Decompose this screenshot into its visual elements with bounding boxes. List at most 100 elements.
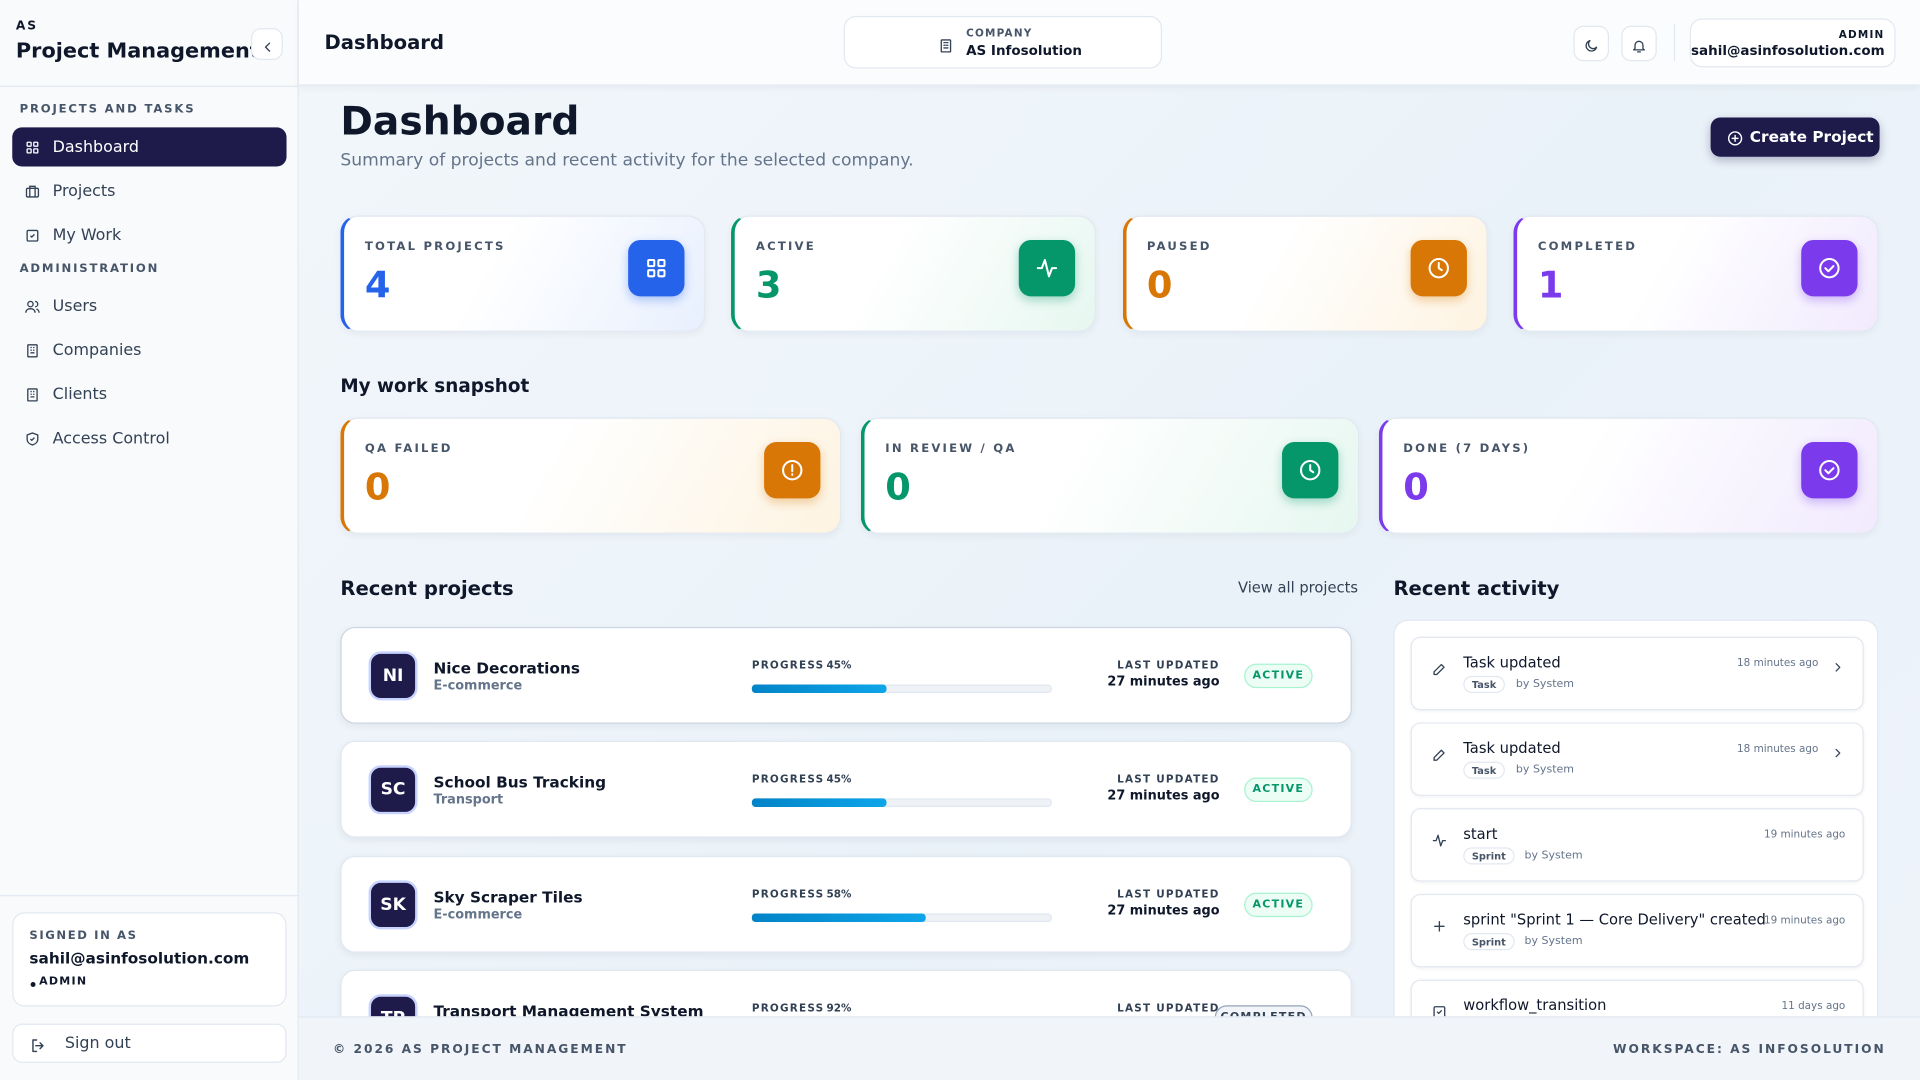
project-avatar: SK (368, 879, 418, 929)
project-name: Transport Management System (433, 1001, 704, 1017)
activity-author: by System (1524, 935, 1583, 948)
updated-time: 27 minutes ago (1107, 788, 1220, 804)
icon (1817, 256, 1841, 285)
icon (1298, 458, 1322, 487)
progress-caption: PROGRESS (751, 888, 825, 901)
stat-card: DONE (7 DAYS) 0 (1378, 417, 1879, 534)
brand-small: AS (15, 19, 38, 34)
progress-caption: PROGRESS (751, 1002, 825, 1015)
stat-card: TOTAL PROJECTS 4 (340, 215, 706, 332)
activity-item[interactable]: Task updated 18 minutes ago Task by System (1410, 722, 1864, 796)
status-badge: ACTIVE (1244, 892, 1313, 917)
stat-icon (1801, 240, 1858, 297)
nav-label: Access Control (52, 429, 170, 448)
header-divider (1673, 24, 1676, 62)
page-subtitle: Summary of projects and recent activity … (340, 150, 914, 171)
activity-title: Task updated (1463, 739, 1561, 757)
nav-item[interactable]: Clients (12, 375, 286, 414)
progress-track (751, 684, 1052, 694)
icon (24, 298, 40, 314)
nav-item[interactable]: Users (12, 287, 286, 326)
create-project-button[interactable]: Create Project (1710, 117, 1880, 157)
status-badge: COMPLETED (1214, 1005, 1313, 1017)
updated-time: 27 minutes ago (1107, 903, 1220, 918)
activity-tag: Task (1463, 675, 1505, 694)
stat-label: IN REVIEW / QA (885, 442, 1017, 456)
project-card[interactable]: NI Nice Decorations E-commerce PROGRESS 45% L… (340, 626, 1352, 724)
icon (24, 227, 40, 243)
activity-item[interactable]: Task updated 18 minutes ago Task by System (1410, 636, 1864, 711)
stat-label: TOTAL PROJECTS (364, 240, 506, 254)
project-card[interactable]: SC School Bus Tracking Transport PROGRESS 45… (340, 741, 1352, 838)
nav-label: Users (52, 296, 98, 316)
sign-out-label: Sign out (64, 1034, 131, 1054)
stat-value: 3 (755, 264, 782, 308)
icon (260, 37, 276, 60)
user-menu[interactable]: ADMIN sahil@asinfosolution.com (1689, 18, 1896, 68)
brand-title: Project Management (15, 39, 260, 64)
stat-icon (1410, 240, 1467, 297)
theme-toggle[interactable] (1573, 25, 1609, 62)
nav-item[interactable]: Dashboard (12, 127, 287, 167)
nav-label: My Work (52, 225, 122, 245)
progress-label: 45% (826, 660, 852, 673)
nav-item[interactable]: Companies (12, 331, 286, 370)
stat-icon (764, 442, 821, 499)
progress-track (751, 912, 1052, 922)
activity-item[interactable]: workflow_transition 11 days ago (1410, 979, 1864, 1017)
activity-item[interactable]: start 19 minutes ago Sprint by System (1410, 808, 1864, 882)
section-title: My work snapshot (340, 374, 530, 397)
progress-label: 58% (826, 888, 852, 901)
stat-value: 1 (1537, 264, 1564, 308)
nav-item[interactable]: Access Control (12, 419, 286, 458)
project-card[interactable]: TP Transport Management System PROGRESS92%… (340, 969, 1352, 1017)
progress-fill (751, 798, 887, 808)
stat-value: 0 (885, 466, 911, 510)
company-selector[interactable]: COMPANY AS Infosolution (843, 15, 1163, 69)
icon (24, 342, 40, 358)
progress-track (751, 798, 1052, 808)
icon (938, 36, 954, 59)
progress-label: 92% (826, 1002, 852, 1015)
create-project-label: Create Project (1749, 127, 1874, 146)
icon (1817, 458, 1841, 487)
stat-value: 4 (364, 264, 391, 308)
role-dot (30, 982, 36, 987)
project-name: Sky Scraper Tiles (433, 887, 583, 906)
project-category: Transport (433, 792, 504, 808)
nav-item[interactable]: Projects (12, 171, 286, 210)
project-card[interactable]: SK Sky Scraper Tiles E-commerce PROGRESS 58%… (340, 855, 1352, 953)
view-all-link[interactable]: View all projects (1237, 579, 1358, 597)
company-name: AS Infosolution (966, 42, 1083, 59)
signed-in-card: SIGNED IN AS sahil@asinfosolution.com ADMI… (12, 912, 287, 1007)
collapse-button[interactable] (251, 28, 283, 61)
notifications-button[interactable] (1621, 25, 1657, 62)
header: Dashboard COMPANY AS Infosolution ADMIN sahi… (298, 0, 1920, 86)
updated-caption: LAST UPDATED (1117, 1002, 1220, 1015)
activity-time: 19 minutes ago (1763, 828, 1846, 842)
updated-time: 27 minutes ago (1107, 674, 1220, 690)
icon (1727, 129, 1744, 152)
icon (780, 458, 804, 487)
footer: © 2026 AS PROJECT MANAGEMENT WORKSPACE: A… (298, 1016, 1920, 1080)
progress-caption: PROGRESS (751, 660, 825, 673)
sign-out-button[interactable]: Sign out (12, 1023, 287, 1063)
user-role: ADMIN (1838, 29, 1885, 42)
page-title: Dashboard (340, 97, 580, 145)
icon (24, 430, 40, 446)
stat-icon (1019, 240, 1076, 297)
divider (0, 85, 299, 87)
stat-card: PAUSED 0 (1122, 215, 1488, 332)
stat-label: COMPLETED (1537, 240, 1638, 254)
icon (24, 386, 40, 402)
icon (1583, 36, 1599, 59)
activity-item[interactable]: sprint "Sprint 1 — Core Delivery" create… (1410, 893, 1864, 968)
project-avatar: NI (368, 651, 418, 701)
icon (24, 139, 40, 155)
main-content: Dashboard Summary of projects and recent … (299, 86, 1920, 1017)
nav-item[interactable]: My Work (12, 216, 286, 255)
icon (1426, 256, 1450, 285)
sidebar: AS Project Management PROJECTS AND TASKS Da… (0, 0, 299, 1080)
section-title: PROJECTS AND TASKS (19, 102, 196, 117)
